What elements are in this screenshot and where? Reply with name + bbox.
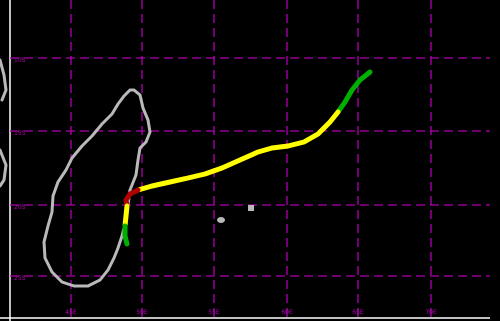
mauritius-island (248, 205, 254, 211)
lon-label-60e: 60E (281, 309, 293, 316)
longitude-labels: 45E 50E 55E 60E 65E 70E (65, 309, 437, 316)
latitude-grid (10, 57, 490, 277)
lat-label-15s: 15S (14, 130, 26, 137)
track-segment-storm (135, 109, 341, 193)
lon-label-45e: 45E (65, 309, 77, 316)
lon-label-55e: 55E (208, 309, 220, 316)
track-segment-storm-overland (122, 203, 130, 229)
latitude-labels: 10S 15S 20S 25S (14, 57, 26, 282)
madagascar-coastline (42, 88, 152, 288)
lat-label-20s: 20S (14, 204, 26, 211)
lon-label-65e: 65E (352, 309, 364, 316)
track-segment-depression-end (122, 223, 130, 247)
lon-label-50e: 50E (136, 309, 148, 316)
lon-label-70e: 70E (425, 309, 437, 316)
lat-label-25s: 25S (14, 275, 26, 282)
track-segment-cyclone (123, 187, 141, 209)
track-segment-depression-start (335, 69, 373, 115)
reunion-island (217, 217, 225, 223)
africa-coastline (0, 58, 8, 102)
longitude-grid (70, 0, 432, 318)
africa-coastline (0, 148, 8, 188)
lat-label-10s: 10S (14, 57, 26, 64)
